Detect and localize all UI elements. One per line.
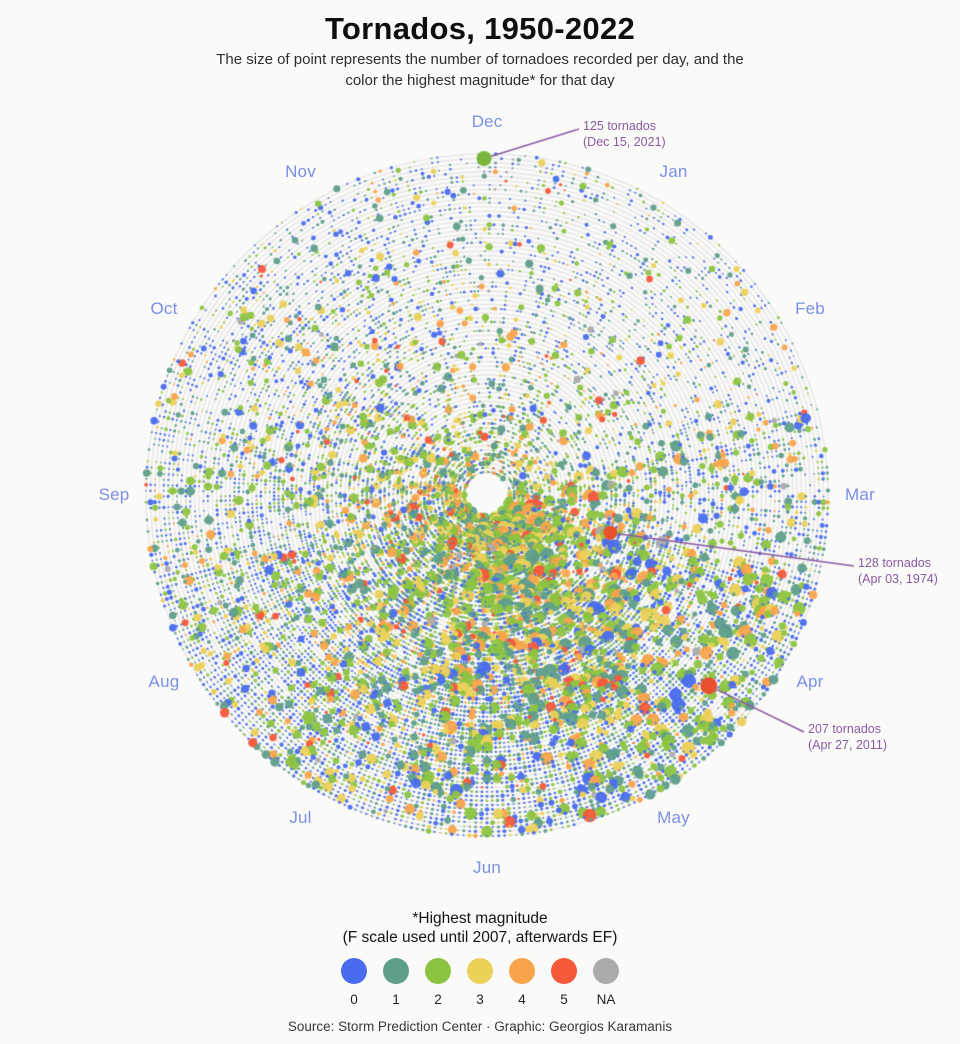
subtitle-line-2: color the highest magnitude* for that da… — [345, 72, 615, 89]
legend-swatch-1 — [383, 958, 409, 984]
tornado-spiral-plot: Dec Jan Feb Mar Apr May Jun Jul Aug Sep Oct Nov 125 … — [0, 95, 960, 885]
annotation-125-tornados: 125 tornados (Dec 15, 2021) — [583, 118, 666, 150]
legend-label: 4 — [518, 992, 526, 1007]
legend-label: 1 — [392, 992, 400, 1007]
legend-label: 2 — [434, 992, 442, 1007]
legend-swatch-4 — [509, 958, 535, 984]
legend-label: NA — [596, 992, 616, 1007]
annotation-date: (Dec 15, 2021) — [583, 135, 666, 149]
legend-label: 5 — [560, 992, 568, 1007]
legend-item-4: 4 — [509, 958, 536, 1007]
legend-item-0: 0 — [341, 958, 368, 1007]
month-label-jun: Jun — [472, 858, 502, 877]
legend-swatch-0 — [341, 958, 367, 984]
legend-item-na: NA — [593, 958, 620, 1007]
annotation-207-tornados: 207 tornados (Apr 27, 2011) — [808, 721, 887, 753]
source-credit: Source: Storm Prediction Center · Graphi… — [287, 1019, 673, 1034]
legend-swatch-3 — [467, 958, 493, 984]
month-label-dec: Dec — [471, 112, 503, 131]
legend-item-1: 1 — [383, 958, 410, 1007]
legend-swatch-2 — [425, 958, 451, 984]
legend-item-3: 3 — [467, 958, 494, 1007]
annotation-count: 128 tornados — [858, 556, 931, 570]
legend-label: 0 — [350, 992, 358, 1007]
legend-title-line-2: (F scale used until 2007, afterwards EF) — [342, 929, 618, 946]
month-label-nov: Nov — [285, 161, 316, 181]
legend-title: *Highest magnitude (F scale used until 2… — [0, 909, 960, 947]
month-label-oct: Oct — [150, 298, 178, 318]
magnitude-legend: *Highest magnitude (F scale used until 2… — [0, 909, 960, 1007]
month-label-may: May — [657, 808, 690, 828]
month-label-jul: Jul — [289, 808, 312, 828]
legend-swatch-5 — [551, 958, 577, 984]
legend-items: 0 1 2 3 4 5 NA — [0, 958, 960, 1007]
month-label-mar: Mar — [845, 485, 875, 504]
legend-swatch-na — [593, 958, 619, 984]
page-title: Tornados, 1950-2022 — [324, 11, 636, 46]
annotation-count: 207 tornados — [808, 722, 881, 736]
annotation-count: 125 tornados — [583, 119, 656, 133]
month-label-apr: Apr — [796, 671, 824, 691]
annotation-date: (Apr 03, 1974) — [858, 572, 938, 586]
legend-label: 3 — [476, 992, 484, 1007]
annotation-128-tornados: 128 tornados (Apr 03, 1974) — [858, 555, 938, 587]
chart-subtitle: The size of point represents the number … — [0, 49, 960, 91]
legend-item-5: 5 — [551, 958, 578, 1007]
month-label-jan: Jan — [659, 161, 688, 181]
month-label-feb: Feb — [795, 298, 825, 318]
annotation-date: (Apr 27, 2011) — [808, 738, 887, 752]
month-label-sep: Sep — [98, 485, 130, 504]
legend-item-2: 2 — [425, 958, 452, 1007]
spiral-canvas — [0, 95, 960, 885]
legend-title-line-1: *Highest magnitude — [412, 910, 548, 927]
subtitle-line-1: The size of point represents the number … — [216, 51, 744, 68]
month-label-aug: Aug — [148, 671, 180, 691]
